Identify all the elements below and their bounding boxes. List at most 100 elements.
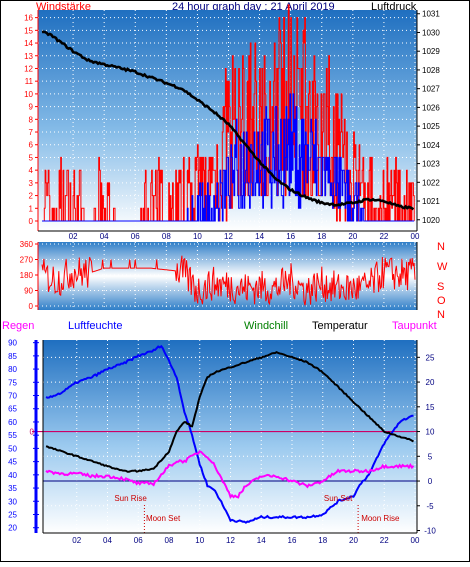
- sun-rise-annotation: Sun Rise: [114, 494, 147, 503]
- wind-left-tick-label: 11: [25, 77, 34, 86]
- header-regen: Regen: [2, 320, 34, 332]
- direction-left-tick-label: 90: [24, 287, 33, 296]
- humidity-temperature-x-tick-label: 08: [165, 536, 174, 545]
- humidity-left-tick-label: 60: [8, 418, 17, 427]
- sun-set-annotation: Sun Set: [324, 494, 353, 503]
- temperature-right-tick-label: 10: [426, 428, 435, 437]
- moon-set-annotation: Moon Set: [146, 514, 181, 523]
- header-temperatur: Temperatur: [312, 320, 368, 332]
- humidity-temperature-x-tick-label: 16: [288, 536, 297, 545]
- pressure-right-tick-label: 1023: [422, 160, 440, 169]
- wind-left-tick-label: 1: [29, 204, 34, 213]
- pressure-right-tick-label: 1025: [422, 122, 440, 131]
- direction-compass-label: O: [437, 295, 446, 307]
- temperature-right-tick-label: 5: [428, 452, 433, 461]
- wind-pressure-x-tick-label: 02: [69, 232, 78, 241]
- humidity-left-tick-label: 25: [8, 510, 17, 519]
- humidity-left-tick-label: 65: [8, 405, 17, 414]
- humidity-left-tick-label: 30: [8, 497, 17, 506]
- humidity-temperature-x-tick-label: 12: [226, 536, 235, 545]
- wind-left-tick-label: 10: [24, 90, 33, 99]
- humidity-temperature-x-tick-label: 14: [257, 536, 266, 545]
- wind-pressure-x-tick-label: 10: [193, 232, 202, 241]
- direction-compass-label: N: [437, 241, 445, 253]
- wind-left-tick-label: 0: [29, 217, 34, 226]
- humidity-temperature-x-tick-label: 02: [72, 536, 81, 545]
- direction-left-tick-label: 0: [29, 302, 34, 311]
- wind-left-tick-label: 15: [24, 26, 33, 35]
- pressure-right-tick-label: 1021: [422, 197, 440, 206]
- regen-zero-label: 0: [30, 428, 35, 437]
- humidity-temperature-x-tick-label: 04: [103, 536, 112, 545]
- humidity-left-tick-label: 55: [8, 431, 17, 440]
- humidity-left-tick-label: 35: [8, 484, 17, 493]
- humidity-left-tick-label: 90: [8, 339, 17, 348]
- wind-direction-line: [41, 255, 416, 306]
- humidity-left-tick-label: 80: [8, 365, 17, 374]
- humidity-temperature-series: [45, 344, 415, 524]
- temperature-right-tick-label: -10: [424, 527, 436, 536]
- moon-rise-annotation: Moon Rise: [361, 514, 400, 523]
- wind-direction-plot-area: [38, 242, 417, 310]
- pressure-right-tick-label: 1028: [422, 66, 440, 75]
- header-taupunkt: Taupunkt: [392, 320, 437, 332]
- wind-left-tick-label: 13: [24, 52, 33, 61]
- humidity-temperature-x-tick-label: 00: [411, 536, 420, 545]
- humidity-line: [45, 344, 414, 524]
- direction-compass-label: S: [437, 281, 444, 293]
- wind-pressure-x-tick-label: 16: [286, 232, 295, 241]
- wind-left-tick-label: 4: [29, 166, 34, 175]
- direction-left-tick-label: 270: [20, 256, 34, 265]
- humidity-left-tick-label: 20: [8, 524, 17, 533]
- wind-left-tick-label: 16: [24, 14, 33, 23]
- pressure-right-tick-label: 1022: [422, 178, 440, 187]
- wind-pressure-x-tick-label: 12: [224, 232, 233, 241]
- wind-left-tick-label: 3: [29, 179, 34, 188]
- humidity-left-tick-label: 70: [8, 392, 17, 401]
- direction-compass-label: N: [437, 309, 445, 321]
- wind-pressure-x-tick-label: 04: [100, 232, 109, 241]
- wind-pressure-x-tick-label: 20: [348, 232, 357, 241]
- humidity-temperature-x-tick-label: 22: [380, 536, 389, 545]
- temperature-right-tick-label: -5: [426, 502, 434, 511]
- wind-average-line: [42, 93, 415, 222]
- wind-pressure-x-tick-label: 00: [411, 232, 420, 241]
- wind-pressure-x-tick-label: 14: [255, 232, 264, 241]
- temperature-right-tick-label: 0: [428, 477, 433, 486]
- wind-left-tick-label: 5: [29, 153, 34, 162]
- pressure-right-tick-label: 1026: [422, 103, 440, 112]
- humidity-temperature-x-tick-label: 10: [195, 536, 204, 545]
- humidity-temperature-axes: 0 Sun Rise Moon Set Sun Set Moon Rise 20 25 30 3…: [8, 339, 436, 545]
- wind-pressure-series: [41, 4, 415, 222]
- wind-pressure-x-tick-label: 22: [379, 232, 388, 241]
- temperature-line: [45, 350, 414, 473]
- pressure-right-tick-label: 1027: [422, 85, 440, 94]
- humidity-temperature-x-tick-label: 06: [134, 536, 143, 545]
- humidity-temperature-x-tick-label: 18: [318, 536, 327, 545]
- wind-left-tick-label: 8: [29, 115, 34, 124]
- wind-left-tick-label: 6: [29, 141, 34, 150]
- humidity-left-tick-label: 40: [8, 471, 17, 480]
- temperature-right-tick-label: 20: [426, 378, 435, 387]
- temperature-right-tick-label: 15: [426, 403, 435, 412]
- direction-compass-label: W: [437, 261, 448, 273]
- humidity-left-tick-label: 85: [8, 352, 17, 361]
- direction-left-tick-label: 360: [20, 240, 34, 249]
- wind-pressure-axes: 0123456789101112131415161020102110221023…: [24, 10, 440, 241]
- temperature-right-tick-label: 25: [426, 353, 435, 362]
- wind-pressure-x-tick-label: 06: [131, 232, 140, 241]
- pressure-right-tick-label: 1020: [422, 216, 440, 225]
- pressure-line: [41, 30, 415, 211]
- wind-left-tick-label: 14: [24, 39, 33, 48]
- header-luftfeuchte: Luftfeuchte: [68, 320, 122, 332]
- humidity-left-tick-label: 50: [8, 444, 17, 453]
- humidity-left-tick-label: 45: [8, 458, 17, 467]
- pressure-right-tick-label: 1029: [422, 47, 440, 56]
- pressure-right-tick-label: 1031: [422, 10, 440, 19]
- wind-direction-grid: [38, 242, 417, 310]
- direction-left-tick-label: 180: [20, 271, 34, 280]
- wind-left-tick-label: 12: [24, 64, 33, 73]
